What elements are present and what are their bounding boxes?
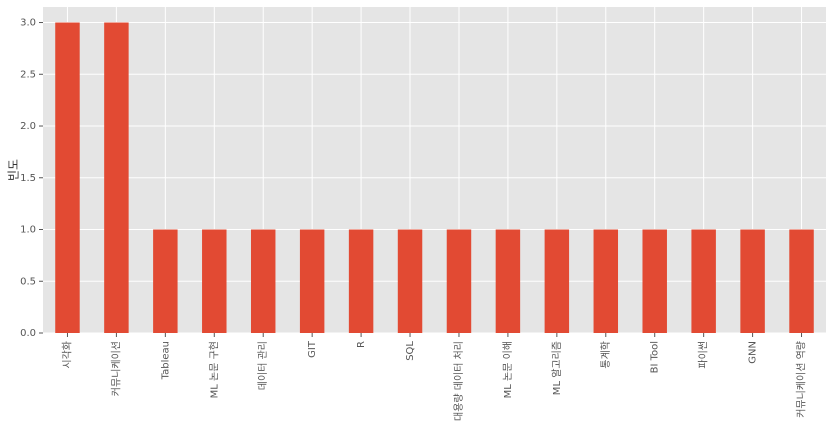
y-tick-label: 1.5 [20,173,36,184]
x-tick-label: R [356,341,367,348]
x-tick-label: 대용량 데이터 처리 [453,341,465,421]
y-tick-label: 3.0 [20,18,36,29]
x-tick-label: 데이터 관리 [257,341,269,390]
x-tick-label: 시각화 [61,341,73,369]
bar [544,229,570,333]
x-tick-label: ML 논문 구현 [208,341,220,398]
x-tick-label: 파이썬 [698,341,710,369]
y-tick-label: 2.0 [20,121,36,132]
bar [740,229,765,333]
bar [104,22,129,334]
x-tick-label: GIT [307,340,318,358]
x-tick-label: ML 논문 이해 [501,341,514,398]
bar [446,229,472,333]
bar [495,229,521,333]
x-tick-label: 커뮤니케이션 [110,341,122,396]
x-tick-label: Tableau [160,341,171,380]
bar [250,229,276,333]
y-tick-label: 2.5 [20,69,36,80]
x-tick-label: 통계학 [600,341,612,369]
bar [202,229,227,333]
x-tick-label: BI Tool [650,341,661,373]
bar [397,229,423,333]
bar [691,229,716,333]
y-tick-label: 0.0 [20,328,36,339]
x-tick-label: GNN [748,341,759,364]
bar [348,229,374,333]
x-tick-label: 커뮤니케이션 역량 [796,341,808,418]
bar [789,229,814,333]
y-axis-label: 빈도 [7,159,21,181]
bar [55,22,80,334]
bar [153,229,178,333]
bar [593,229,619,333]
y-tick-label: 1.0 [20,225,36,236]
x-tick-label: ML 알고리즘 [551,341,563,395]
y-tick-label: 0.5 [20,276,36,287]
bar [299,229,325,333]
bar [642,229,667,333]
x-tick-label: SQL [405,341,416,361]
